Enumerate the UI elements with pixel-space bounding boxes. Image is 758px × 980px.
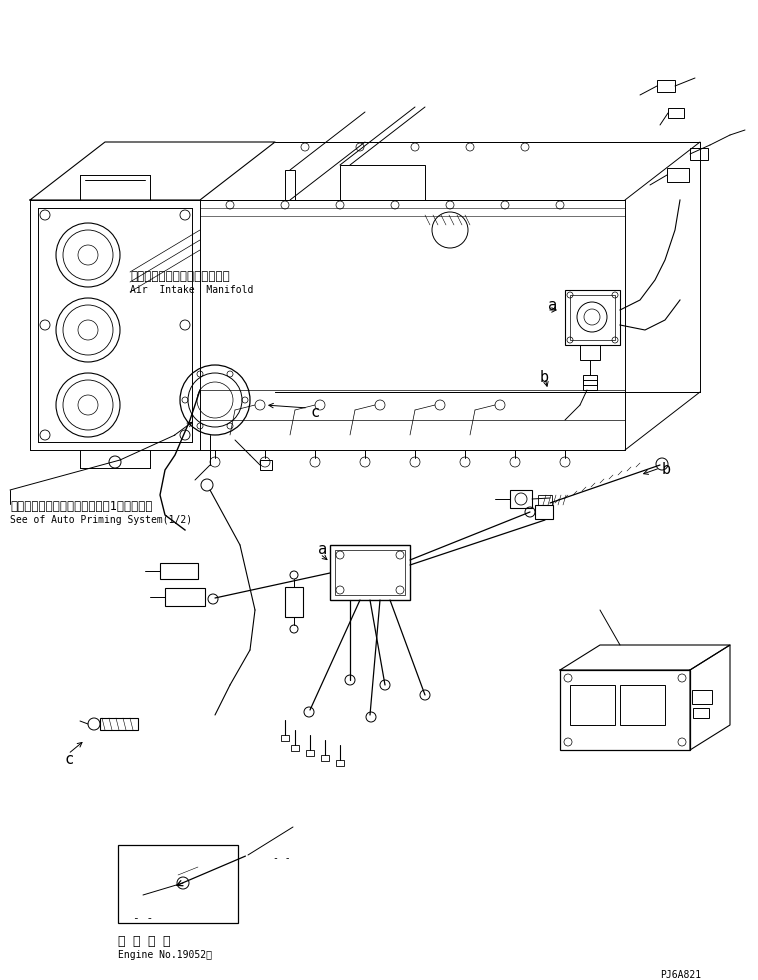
Text: Air  Intake  Manifold: Air Intake Manifold [130,285,253,295]
Text: PJ6A821: PJ6A821 [660,970,701,980]
Bar [667,168,689,182]
Bar [306,750,314,756]
Bar [570,295,615,340]
Text: エアーインテークマニホールド: エアーインテークマニホールド [130,270,230,283]
Bar [330,545,410,600]
Bar [668,108,684,118]
Text: - -: - - [133,913,153,923]
Bar [285,587,303,617]
Text: a: a [548,298,557,313]
Bar [510,490,532,508]
Bar [580,345,600,360]
Bar [281,735,289,741]
Bar [321,755,329,761]
Bar [118,845,238,923]
Text: See of Auto Priming System(1/2): See of Auto Priming System(1/2) [10,515,192,525]
Bar [657,80,675,92]
Bar [620,685,665,725]
Text: c: c [65,752,74,767]
Bar [583,380,597,390]
Bar [285,170,295,200]
Bar [693,708,709,718]
Bar [583,375,597,385]
Text: - -: - - [273,853,290,863]
Bar [100,718,138,730]
Bar [340,165,425,200]
Bar [535,505,553,519]
Text: c: c [310,405,319,420]
Text: a: a [318,542,327,557]
Bar [291,745,299,751]
Bar [260,460,272,470]
Bar [565,290,620,345]
Text: 適 用 号 機: 適 用 号 機 [118,935,171,948]
Bar [690,148,708,160]
Bar [336,760,344,766]
Bar [538,495,552,505]
Bar [335,550,405,595]
Text: オートプライミングシステム（1／２）参照: オートプライミングシステム（1／２）参照 [10,500,152,513]
Bar [160,563,198,579]
Text: Engine No.19052～: Engine No.19052～ [118,950,212,960]
Text: b: b [540,370,549,385]
Bar [165,588,205,606]
Bar [560,670,690,750]
Bar [692,690,712,704]
Text: b: b [662,462,671,477]
Bar [570,685,615,725]
